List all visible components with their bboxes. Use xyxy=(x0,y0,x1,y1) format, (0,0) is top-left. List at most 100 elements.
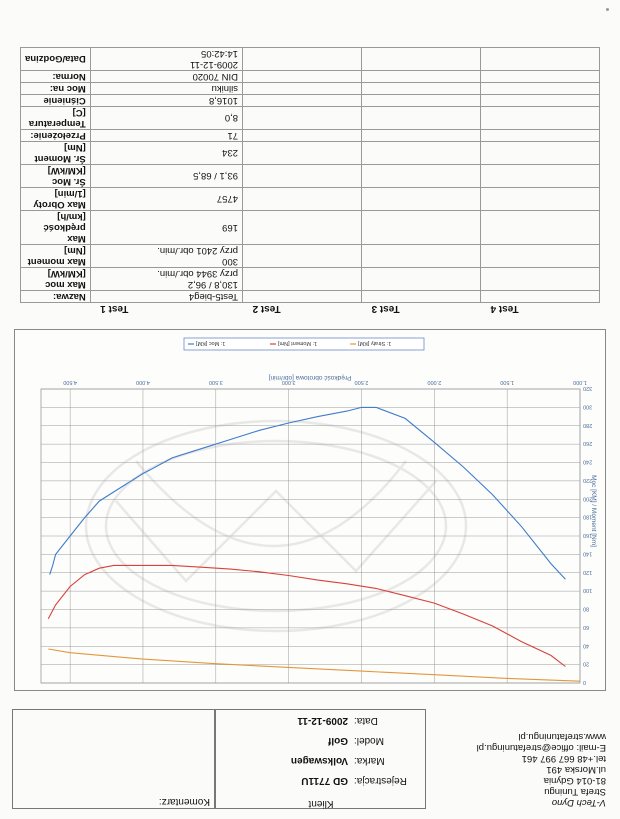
parameter-label: Max prędkość [km/h] xyxy=(20,210,91,245)
empty-test-cell xyxy=(361,244,481,268)
empty-test-cell xyxy=(361,94,481,107)
header-spacer xyxy=(21,303,91,315)
date-value: 2009-12-11 xyxy=(297,715,348,726)
table-row: 130,8 / 96,2 przy 3944 obr./min. Max moc [… xyxy=(20,267,600,291)
x-tick-label: 4.500 xyxy=(63,379,77,385)
registration-label: Rejestracja: xyxy=(354,775,407,786)
table-row: 300 przy 2401 obr./min. Max moment [Nm] xyxy=(20,244,600,268)
parameter-label: Śr. Moment [Nm] xyxy=(20,141,91,165)
client-title: Klient xyxy=(308,798,334,809)
test1-value-cell: 169 xyxy=(90,210,243,245)
table-row: DIN 70020 Norma: xyxy=(20,70,600,83)
empty-test-cell xyxy=(361,47,481,71)
table-header-row: Test 4 Test 3 Test 2 Test 1 xyxy=(21,303,600,315)
x-tick-label: 2.000 xyxy=(427,379,441,385)
empty-test-cell xyxy=(480,210,600,245)
empty-test-cell xyxy=(480,187,600,211)
table-row: silniku Moc na: xyxy=(20,82,600,95)
x-tick-label: 2.500 xyxy=(355,379,369,385)
y-tick-label: 280 xyxy=(583,422,592,428)
parameter-label: Przełożenie: xyxy=(20,129,91,142)
test1-value: 2009-12-11 xyxy=(190,59,238,70)
test1-value: 4757 xyxy=(216,193,238,205)
empty-test-cell xyxy=(480,106,600,130)
series-line-power xyxy=(49,406,566,580)
test1-value: 1016,8 xyxy=(208,95,238,106)
paper-speck xyxy=(606,8,609,11)
y-tick-label: 180 xyxy=(583,514,592,520)
empty-test-cell xyxy=(480,94,600,107)
parameter-label: Nazwa: xyxy=(20,290,91,303)
empty-test-cell xyxy=(361,82,481,95)
empty-test-cell xyxy=(242,82,362,95)
empty-test-cell xyxy=(242,290,362,303)
parameter-label: Norma: xyxy=(20,70,91,83)
table-row: 1016,8 Ciśnienie xyxy=(20,94,600,107)
table-row: 8,0 Temperatura [C] xyxy=(20,106,600,130)
y-tick-label: 300 xyxy=(583,403,592,409)
test1-value: 130,8 / 96,2 xyxy=(187,279,238,290)
test-column-header: Test 2 xyxy=(252,303,281,314)
chart-series xyxy=(47,406,581,682)
x-tick-label: 1.000 xyxy=(573,379,587,385)
empty-test-cell xyxy=(242,267,362,291)
y-tick-label: 20 xyxy=(583,661,589,667)
empty-test-cell xyxy=(480,82,600,95)
empty-test-cell xyxy=(361,106,481,130)
chart-legend: 1: Moc [KM] 1: Moment [Nm] 1: Straty [KM] xyxy=(183,337,425,351)
legend-frame xyxy=(183,337,425,351)
y-tick-label: 60 xyxy=(583,624,589,630)
test1-value-cell: 4757 xyxy=(90,187,243,211)
watermark-logo xyxy=(84,419,468,633)
y-tick-label: 40 xyxy=(583,642,589,648)
test1-value-cell: 300 przy 2401 obr./min. xyxy=(90,244,243,268)
empty-test-cell xyxy=(480,267,600,291)
empty-test-cell xyxy=(242,70,362,83)
empty-test-cell xyxy=(361,70,481,83)
y-tick-label: 140 xyxy=(583,550,592,556)
legend-entry: 1: Moc [KM] xyxy=(196,340,226,346)
test1-value: silniku xyxy=(211,83,238,94)
y-tick-label: 160 xyxy=(583,532,592,538)
parameter-label: Temperatura [C] xyxy=(20,106,91,130)
y-tick-label: 100 xyxy=(583,587,592,593)
test1-value-cell: DIN 70020 xyxy=(90,70,243,83)
company-brand: V-Tech Dyno xyxy=(551,797,606,808)
date-label: Data: xyxy=(354,715,378,726)
test1-value: 234 xyxy=(222,147,238,159)
y-tick-label: 120 xyxy=(583,569,592,575)
chart-frame xyxy=(14,329,606,691)
test1-value-cell: 1016,8 xyxy=(90,94,243,107)
test1-value-cell: 234 xyxy=(90,141,243,165)
parameter-label: Data/Godzina xyxy=(20,47,91,71)
empty-test-cell xyxy=(242,187,362,211)
parameter-label: Max moc [KM/kW] xyxy=(20,267,91,291)
test-column-header: Test 1 xyxy=(100,303,129,314)
test1-value: DIN 70020 xyxy=(192,71,238,82)
empty-test-cell xyxy=(480,290,600,303)
parameter-label: Max Obroty [1/min] xyxy=(20,187,91,211)
empty-test-cell xyxy=(480,129,600,142)
empty-test-cell xyxy=(242,141,362,165)
parameters-table: Test 4 Test 3 Test 2 Test 1 Test5-bieg4 Nazwa… xyxy=(20,47,600,315)
y-axis-label: Moc [KM] / Moment [Nm] xyxy=(590,475,597,547)
test1-value: 169 xyxy=(222,222,238,233)
y-tick-label: 80 xyxy=(583,606,589,612)
empty-test-cell xyxy=(480,244,600,268)
y-tick-label: 260 xyxy=(583,440,592,446)
x-axis-ticks: 1.000 1.500 2.000 2.500 3.000 3.500 4.000 4.500 xyxy=(63,379,587,385)
parameter-label: Moc na: xyxy=(20,82,91,95)
test1-value-cell: 130,8 / 96,2 przy 3944 obr./min. xyxy=(90,267,243,291)
empty-test-cell xyxy=(242,244,362,268)
y-tick-label: 0 xyxy=(583,679,586,685)
make-value: Volkswagen xyxy=(290,755,348,766)
x-tick-label: 3.500 xyxy=(209,379,223,385)
comment-box xyxy=(12,709,216,809)
test1-value: 93,1 / 68,5 xyxy=(193,170,238,182)
test1-value-cell: Test5-bieg4 xyxy=(90,290,243,303)
y-tick-label: 200 xyxy=(583,495,592,501)
y-tick-label: 320 xyxy=(583,385,592,391)
test1-value: Test5-bieg4 xyxy=(188,291,238,302)
company-website: www.strefatuningu.pl xyxy=(518,731,606,742)
empty-test-cell xyxy=(242,164,362,188)
